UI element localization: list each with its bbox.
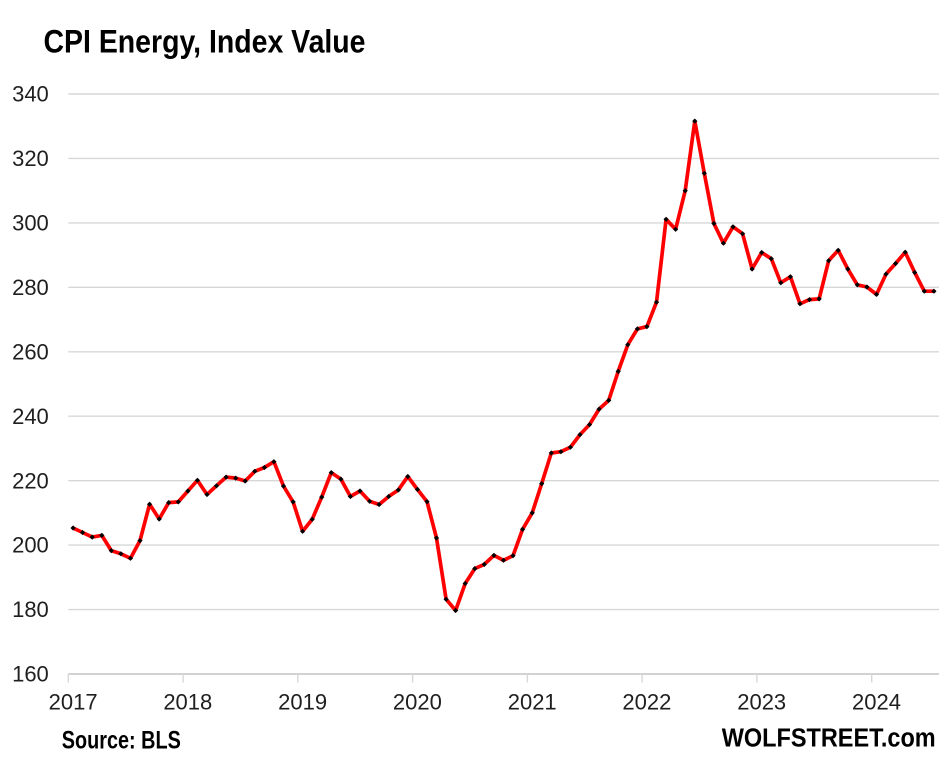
svg-text:2020: 2020 <box>393 690 442 715</box>
svg-text:2017: 2017 <box>49 690 98 715</box>
svg-text:2023: 2023 <box>737 690 786 715</box>
svg-text:2018: 2018 <box>163 690 212 715</box>
svg-text:340: 340 <box>12 82 49 107</box>
svg-text:CPI Energy, Index Value: CPI Energy, Index Value <box>44 24 366 60</box>
svg-text:2022: 2022 <box>622 690 671 715</box>
svg-text:300: 300 <box>12 210 49 235</box>
svg-text:260: 260 <box>12 339 49 364</box>
svg-text:280: 280 <box>12 275 49 300</box>
svg-text:220: 220 <box>12 468 49 493</box>
svg-text:180: 180 <box>12 597 49 622</box>
svg-text:2019: 2019 <box>278 690 327 715</box>
svg-text:2024: 2024 <box>852 690 901 715</box>
svg-text:320: 320 <box>12 146 49 171</box>
svg-text:2021: 2021 <box>508 690 557 715</box>
svg-text:Source: BLS: Source: BLS <box>62 727 181 755</box>
svg-text:240: 240 <box>12 404 49 429</box>
svg-text:WOLFSTREET.com: WOLFSTREET.com <box>722 725 936 753</box>
svg-text:160: 160 <box>12 662 49 687</box>
svg-text:200: 200 <box>12 533 49 558</box>
